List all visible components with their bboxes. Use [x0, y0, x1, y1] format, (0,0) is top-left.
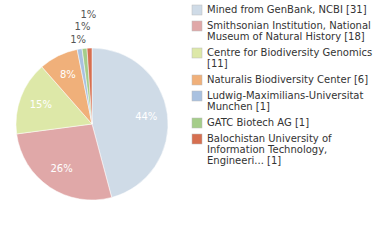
- legend-swatch: [192, 91, 202, 101]
- data-label: 1%: [75, 21, 91, 32]
- data-label: 8%: [60, 69, 76, 80]
- chart: 44%26%15%8%1%1%1%Mined from GenBank, NCB…: [0, 0, 380, 240]
- legend-label-line: GATC Biotech AG [1]: [207, 117, 309, 128]
- legend-swatch: [192, 75, 202, 85]
- legend-label-line: Engineeri... [1]: [207, 155, 281, 166]
- legend-label: Smithsonian Institution, NationalMuseum …: [207, 20, 371, 42]
- pie-slice: [82, 48, 92, 124]
- legend: Mined from GenBank, NCBI [31] Smithsonian…: [192, 4, 372, 166]
- data-label: 44%: [135, 111, 157, 122]
- legend-swatch: [192, 48, 202, 58]
- legend-label-line: Balochistan University of: [207, 133, 332, 144]
- legend-item: Centre for Biodiversity Genomics[11]: [192, 47, 372, 69]
- legend-item: Balochistan University ofInformation Tec…: [192, 133, 332, 166]
- data-label: 1%: [70, 34, 86, 45]
- legend-item: Naturalis Biodiversity Center [6]: [192, 74, 368, 85]
- legend-item: Smithsonian Institution, NationalMuseum …: [192, 20, 371, 42]
- legend-swatch: [192, 5, 202, 15]
- pie-slice: [77, 49, 92, 124]
- data-label: 15%: [30, 99, 52, 110]
- legend-swatch: [192, 118, 202, 128]
- legend-label: Naturalis Biodiversity Center [6]: [207, 74, 368, 85]
- legend-label-line: [11]: [207, 58, 228, 69]
- legend-label-line: Ludwig-Maximilians-Universitat: [207, 90, 363, 101]
- legend-item: Mined from GenBank, NCBI [31]: [192, 4, 367, 15]
- legend-label-line: Smithsonian Institution, National: [207, 20, 371, 31]
- legend-item: GATC Biotech AG [1]: [192, 117, 309, 128]
- legend-label-line: Museum of Natural History [18]: [207, 31, 365, 42]
- pie-slice: [17, 124, 112, 200]
- legend-label-line: Mined from GenBank, NCBI [31]: [207, 4, 367, 15]
- legend-label: Balochistan University ofInformation Tec…: [207, 133, 332, 166]
- legend-label-line: Centre for Biodiversity Genomics: [207, 47, 372, 58]
- data-label: 1%: [80, 9, 96, 20]
- legend-label-line: Munchen [1]: [207, 101, 270, 112]
- pie-slice: [87, 48, 92, 124]
- data-label: 26%: [50, 163, 72, 174]
- legend-label-line: Information Technology,: [207, 144, 327, 155]
- legend-item: Ludwig-Maximilians-UniversitatMunchen [1…: [192, 90, 363, 112]
- legend-label: Mined from GenBank, NCBI [31]: [207, 4, 367, 15]
- pie: 44%26%15%8%1%1%1%: [16, 9, 168, 200]
- legend-swatch: [192, 134, 202, 144]
- legend-label: GATC Biotech AG [1]: [207, 117, 309, 128]
- legend-label: Ludwig-Maximilians-UniversitatMunchen [1…: [207, 90, 363, 112]
- legend-label: Centre for Biodiversity Genomics[11]: [207, 47, 372, 69]
- legend-swatch: [192, 21, 202, 31]
- legend-label-line: Naturalis Biodiversity Center [6]: [207, 74, 368, 85]
